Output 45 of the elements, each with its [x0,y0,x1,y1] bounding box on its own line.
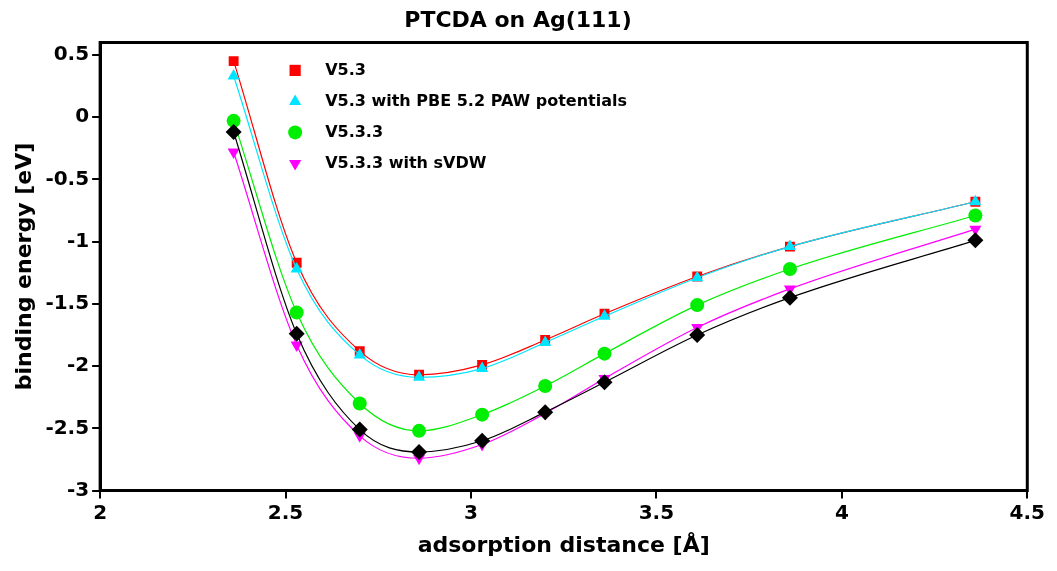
y-tick-label: -1.5 [45,290,90,315]
point [968,208,983,223]
point [475,407,490,422]
x-tick-label: 4 [834,499,849,524]
point [290,261,303,273]
y-tick-label: -1 [66,227,90,252]
x-axis-title: adsorption distance [Å] [417,531,710,557]
point [225,124,242,141]
point [352,396,367,411]
point [538,379,553,394]
point [596,374,613,391]
point [537,404,554,421]
x-tick-label: 3 [464,499,478,524]
point [782,261,797,276]
y-tick-label: -0.5 [45,165,90,190]
legend-label: V5.3.3 with sVDW [325,152,487,172]
x-tick-label: 4.5 [1009,499,1045,524]
y-axis-title: binding energy [eV] [10,142,36,391]
point [228,56,239,67]
point [288,325,305,342]
point [289,305,304,320]
x-tick-label: 2 [93,499,108,524]
point [690,298,705,313]
point [967,232,984,249]
legend-label: V5.3 [325,59,366,79]
y-tick-label: 0.5 [53,41,90,66]
point [597,346,612,361]
point [290,341,303,352]
point [474,432,491,449]
legend-label: V5.3 with PBE 5.2 PAW potentials [325,90,628,110]
point [411,444,428,461]
point [689,326,706,343]
chart-title: PTCDA on Ag(111) [404,6,632,32]
y-tick-label: -2 [66,352,90,377]
point [781,289,798,306]
legend-label: V5.3.3 [325,121,384,141]
x-tick-label: 3.5 [638,499,675,524]
y-tick-label: 0 [75,103,90,128]
y-tick-label: -3 [66,476,90,501]
point [351,421,368,438]
point [226,113,241,128]
point [412,423,427,438]
x-tick-label: 2.5 [267,499,304,524]
y-tick-label: -2.5 [45,414,90,439]
point [227,69,240,80]
